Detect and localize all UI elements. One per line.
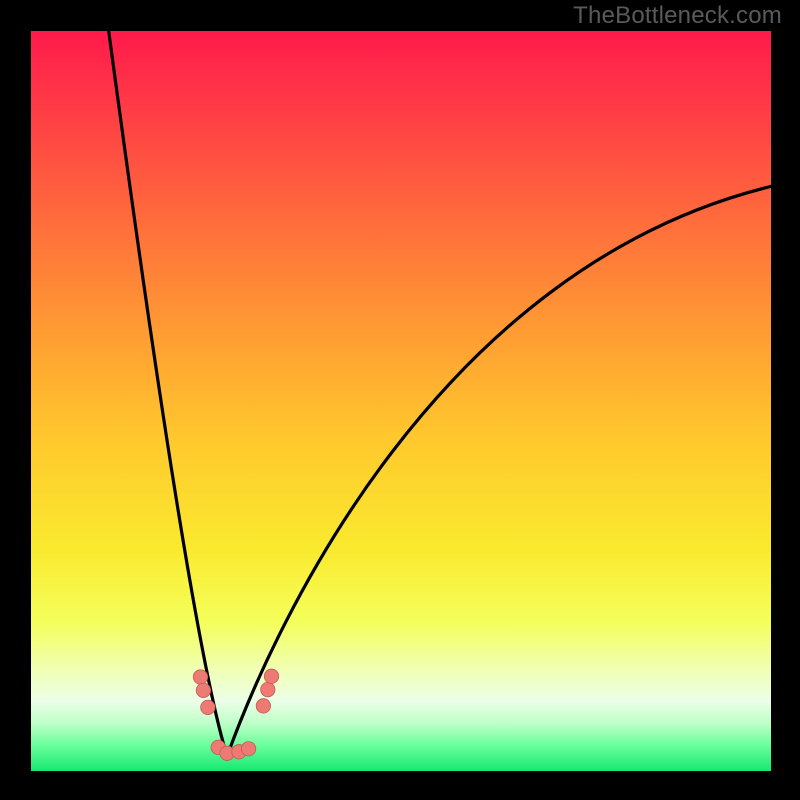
- plot-area: [31, 31, 771, 771]
- gradient-background: [31, 31, 771, 771]
- chart-container: TheBottleneck.com: [0, 0, 800, 800]
- watermark-text: TheBottleneck.com: [573, 2, 782, 30]
